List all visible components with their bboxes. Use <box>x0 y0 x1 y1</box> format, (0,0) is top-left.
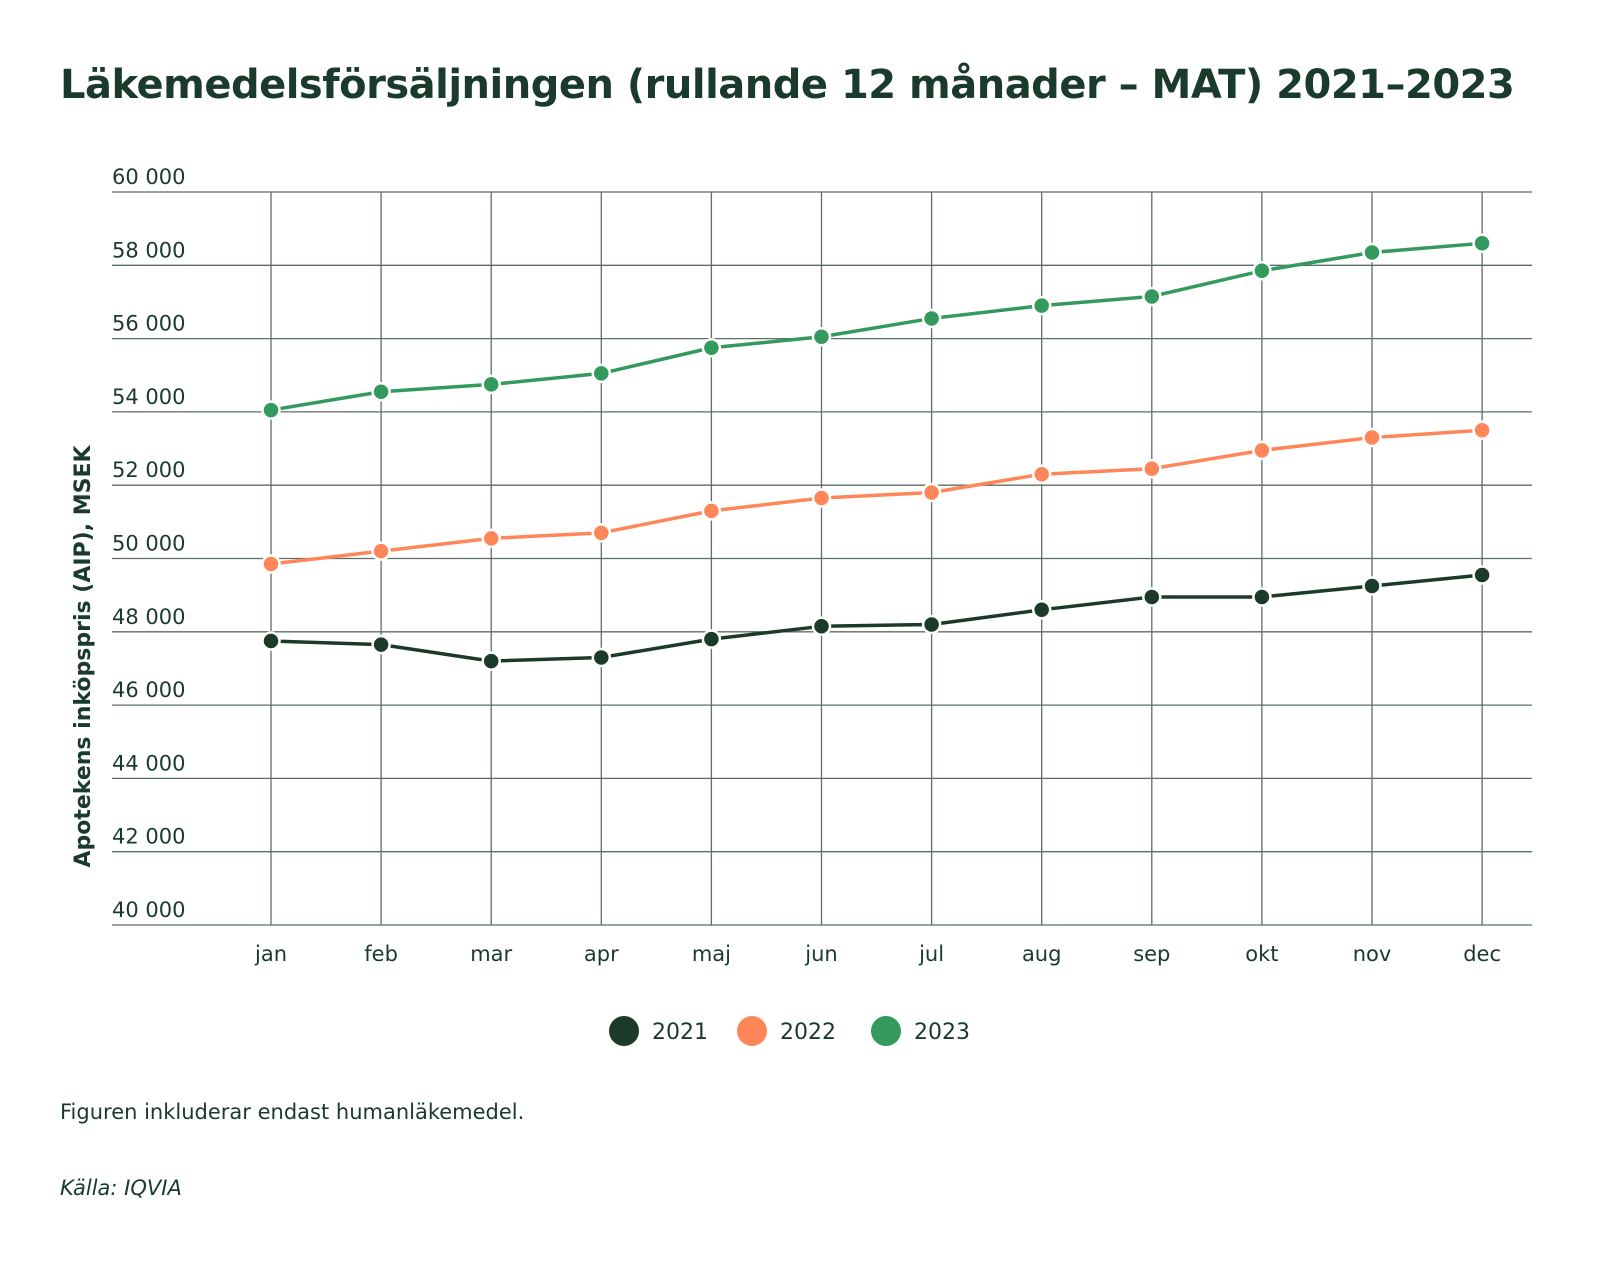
data-point-2021-apr <box>591 647 612 668</box>
data-point-2021-jul <box>921 614 942 635</box>
y-tick-label: 48 000 <box>112 605 185 629</box>
series-line-2023 <box>270 241 1483 412</box>
data-point-2021-maj <box>701 629 722 649</box>
data-point-2022-aug <box>1031 464 1052 484</box>
data-point-2023-feb <box>371 381 391 402</box>
y-tick-label: 50 000 <box>112 532 185 556</box>
y-tick-label: 60 000 <box>112 165 185 189</box>
series-layer <box>261 233 1492 671</box>
y-tick-label: 52 000 <box>112 458 185 482</box>
legend-label-2021: 2021 <box>652 1020 708 1045</box>
series-2022 <box>261 420 1492 574</box>
legend-marker-2022 <box>737 1016 767 1046</box>
legend-label-2023: 2023 <box>914 1020 970 1045</box>
data-point-2022-okt <box>1252 440 1272 461</box>
legend-marker-2021 <box>609 1016 639 1046</box>
y-tick-label: 46 000 <box>112 678 185 702</box>
footnote: Figuren inkluderar endast humanläkemedel… <box>60 1100 525 1124</box>
y-tick-label: 40 000 <box>112 898 185 922</box>
x-tick-label: jul <box>918 942 944 966</box>
data-point-2023-apr <box>591 363 612 384</box>
y-tick-label: 44 000 <box>112 751 185 775</box>
source-note: Källa: IQVIA <box>60 1176 182 1200</box>
data-point-2022-jun <box>811 488 832 508</box>
data-point-2021-jan <box>261 631 281 651</box>
x-tick-label: mar <box>470 942 512 966</box>
data-point-2021-dec <box>1472 565 1492 585</box>
legend-item-2022: 2022 <box>737 1016 836 1046</box>
legend: 2021 2022 2023 <box>609 1016 970 1046</box>
series-2021 <box>261 565 1492 671</box>
y-tick-labels: 40 000 42 000 44 000 46 000 48 000 50 000 52 0… <box>112 165 185 922</box>
series-line-2022 <box>270 428 1483 566</box>
x-tick-label: okt <box>1245 942 1278 966</box>
data-point-2022-jan <box>261 554 281 574</box>
grid-layer <box>112 191 1532 926</box>
data-point-2022-mar <box>481 528 501 549</box>
legend-label-2022: 2022 <box>780 1020 836 1045</box>
series-line-2021 <box>270 573 1483 663</box>
data-point-2021-feb <box>371 634 391 655</box>
data-point-2021-mar <box>481 651 501 671</box>
data-point-2021-nov <box>1362 576 1382 596</box>
data-point-2023-jan <box>261 400 281 420</box>
data-point-2023-maj <box>701 338 722 358</box>
data-point-2023-jul <box>921 308 942 329</box>
data-point-2022-apr <box>591 523 612 543</box>
x-tick-label: aug <box>1022 942 1062 966</box>
x-tick-label: jan <box>254 942 287 966</box>
y-tick-label: 56 000 <box>112 312 185 336</box>
series-2023 <box>261 233 1492 420</box>
data-point-2023-sep <box>1142 286 1162 307</box>
x-tick-label: feb <box>364 942 398 966</box>
y-tick-label: 42 000 <box>112 825 185 849</box>
data-point-2023-aug <box>1031 295 1052 316</box>
x-tick-label: maj <box>692 942 731 966</box>
data-point-2023-nov <box>1362 242 1382 263</box>
x-tick-label: nov <box>1353 942 1392 966</box>
x-tick-label: dec <box>1463 942 1501 966</box>
x-tick-label: apr <box>584 942 619 966</box>
data-point-2023-okt <box>1252 261 1272 281</box>
data-point-2021-aug <box>1031 600 1052 620</box>
data-point-2022-feb <box>371 541 391 561</box>
data-point-2023-dec <box>1472 233 1492 254</box>
legend-item-2023: 2023 <box>871 1016 970 1046</box>
x-tick-labels: jan feb mar apr maj jun jul aug sep okt nov dec <box>254 942 1501 966</box>
data-point-2022-jul <box>921 482 942 503</box>
y-tick-label: 58 000 <box>112 238 185 262</box>
legend-marker-2023 <box>871 1016 901 1046</box>
data-point-2022-dec <box>1472 420 1492 440</box>
x-tick-label: jun <box>804 942 837 966</box>
data-point-2022-nov <box>1362 427 1382 448</box>
data-point-2022-maj <box>701 501 722 521</box>
x-tick-label: sep <box>1133 942 1170 966</box>
data-point-2021-sep <box>1142 587 1162 607</box>
data-point-2021-jun <box>811 616 832 637</box>
data-point-2021-okt <box>1252 587 1272 607</box>
y-tick-label: 54 000 <box>112 385 185 409</box>
data-point-2022-sep <box>1142 458 1162 479</box>
data-point-2023-mar <box>481 374 501 395</box>
chart-title: Läkemedelsförsäljningen (rullande 12 mån… <box>60 62 1515 108</box>
data-point-2023-jun <box>811 327 832 347</box>
legend-item-2021: 2021 <box>609 1016 708 1046</box>
y-axis-title: Apotekens inköpspris (AIP), MSEK <box>71 445 96 868</box>
